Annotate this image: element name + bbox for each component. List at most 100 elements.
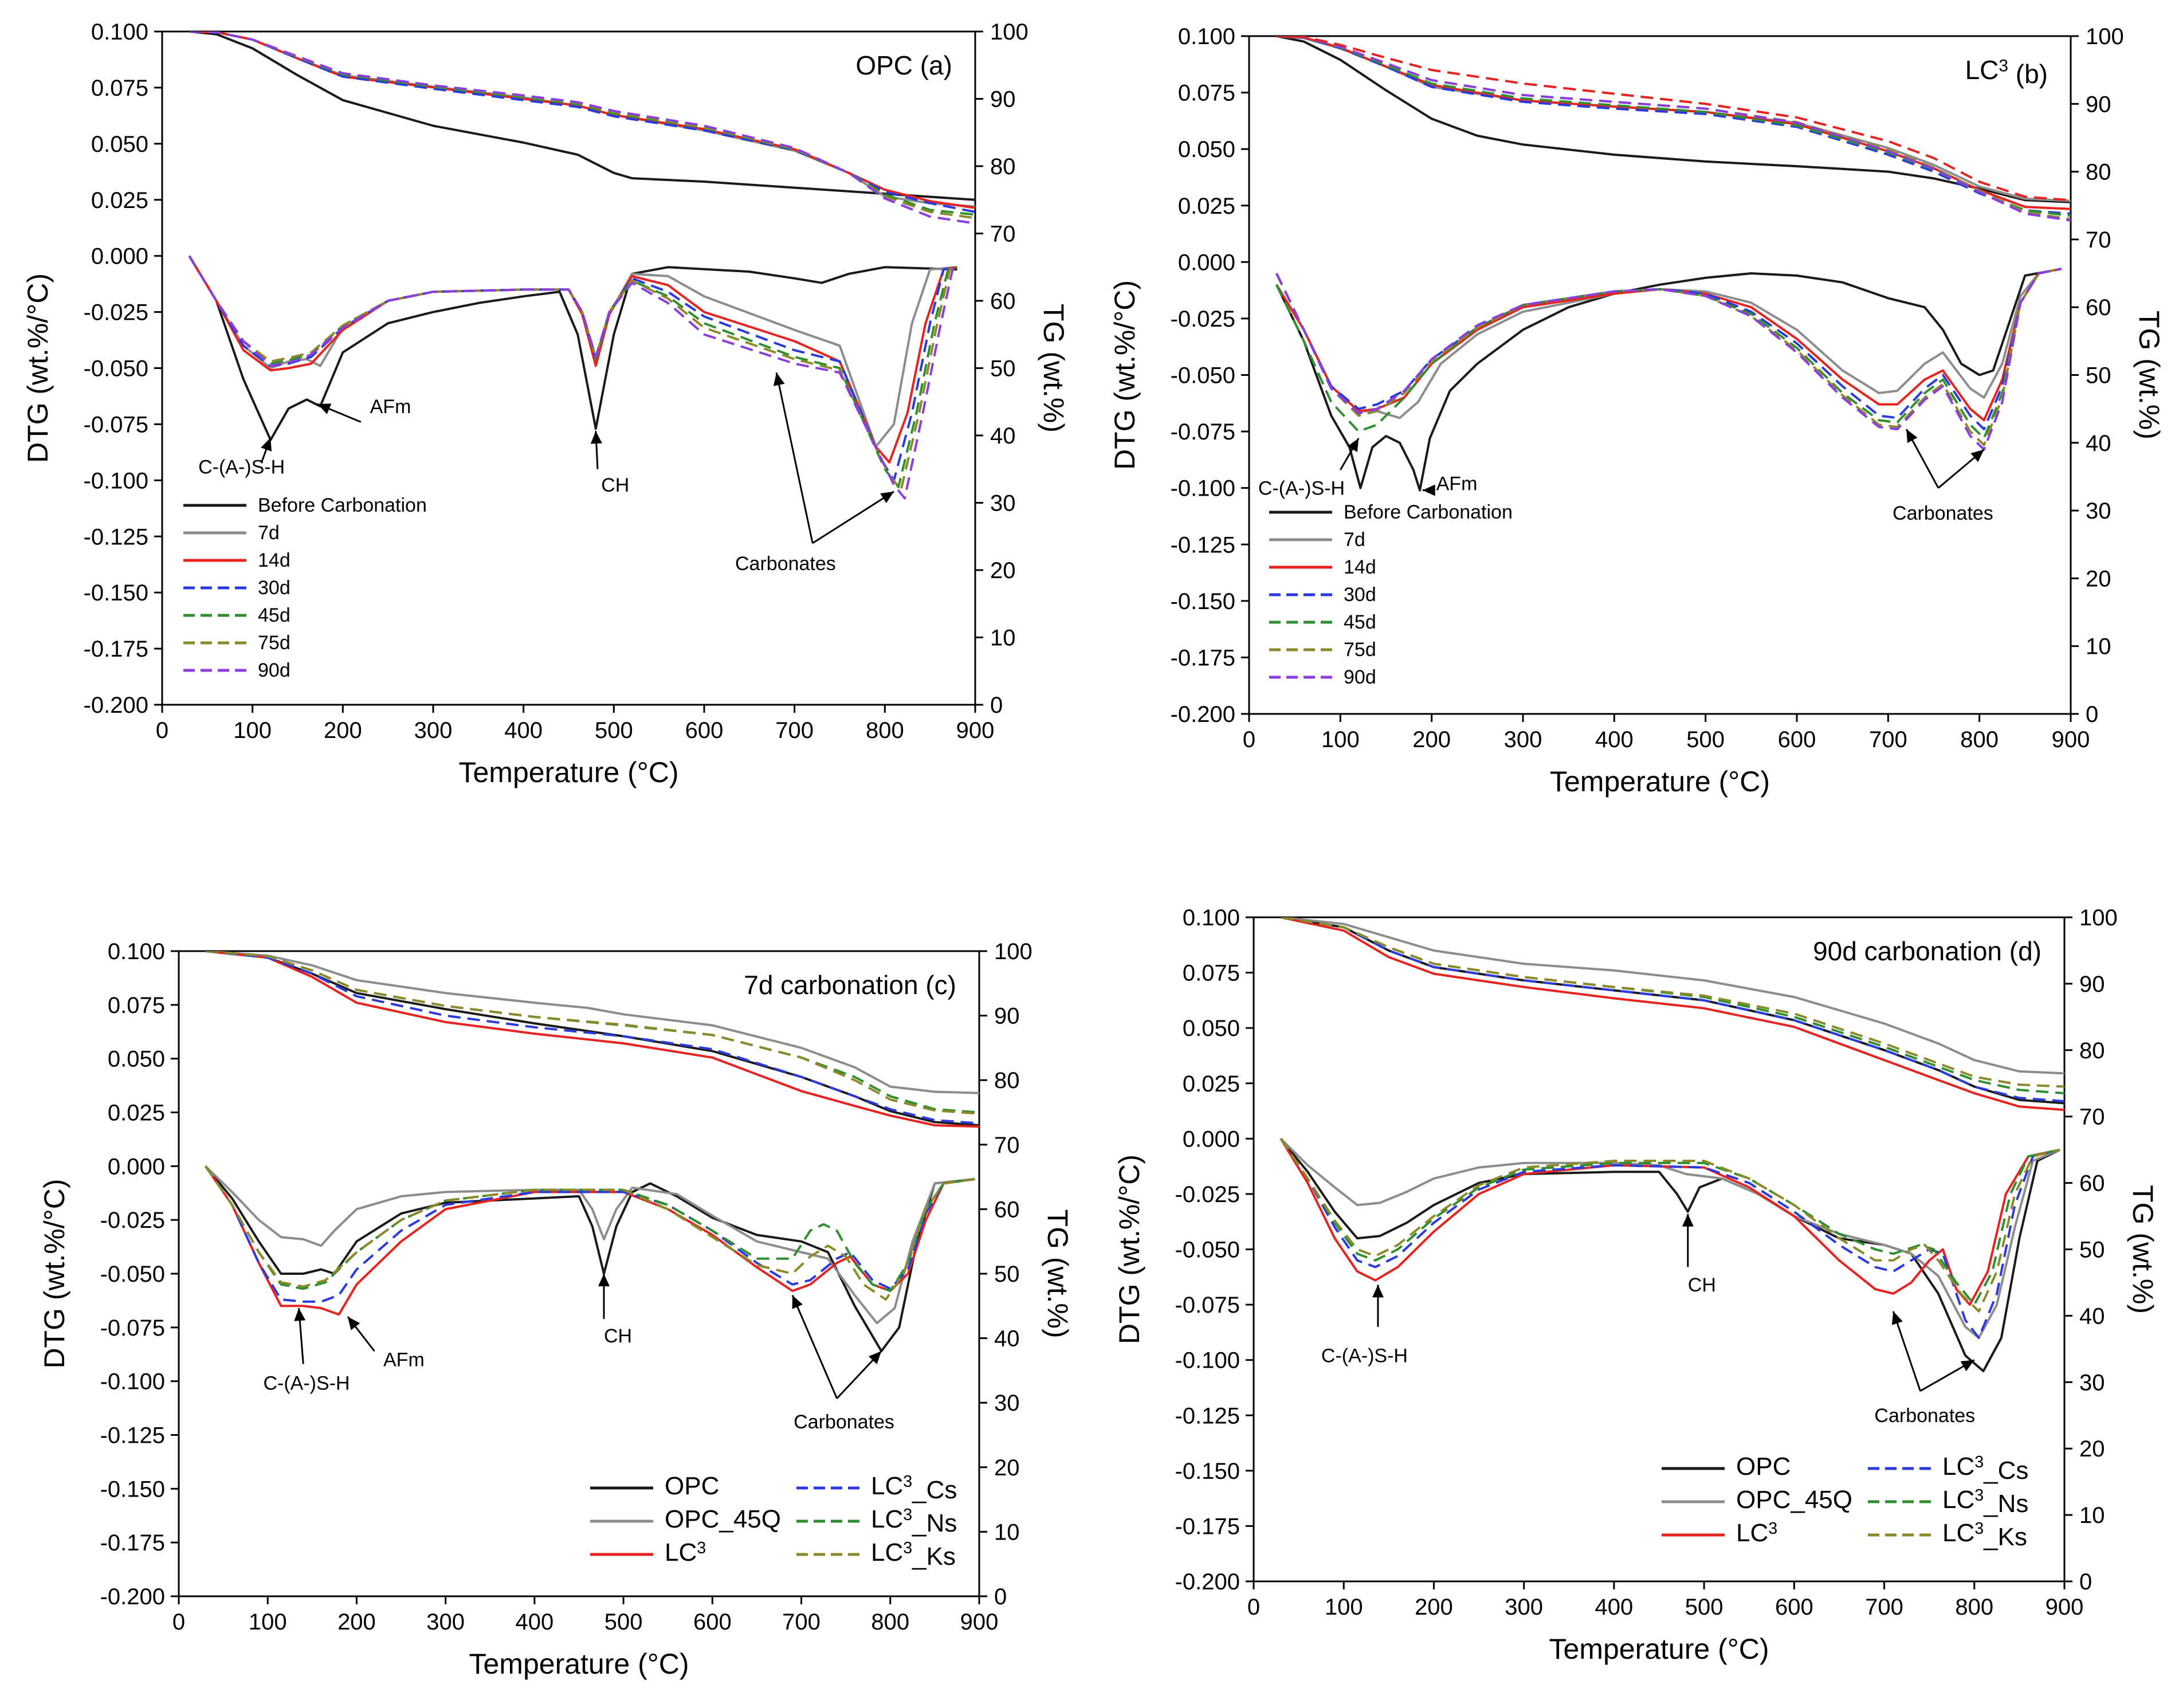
legend-label-part: LC <box>1942 1519 1974 1547</box>
y2-tick-label: 30 <box>990 491 1016 516</box>
y-tick-label: 0.050 <box>1183 1016 1240 1041</box>
x-tick-label: 300 <box>426 1609 465 1635</box>
arrow-head <box>1906 429 1918 443</box>
y-axis-label: DTG (wt.%/°C) <box>1113 1155 1145 1344</box>
y2-tick-label: 40 <box>2079 1303 2105 1329</box>
y-tick-label: -0.025 <box>84 300 148 325</box>
y2-tick-label: 50 <box>994 1262 1020 1287</box>
x-tick-label: 700 <box>775 718 814 743</box>
y2-tick-label: 30 <box>2079 1370 2105 1395</box>
dtg-series-lc3-ks <box>1279 1138 2060 1313</box>
x-tick-label: 900 <box>956 718 995 743</box>
legend-label-part: 30d <box>1344 584 1376 606</box>
dtg-series-lc3 <box>1279 1138 2060 1306</box>
tg-series-lc3 <box>1280 917 2064 1112</box>
y2-tick-label: 60 <box>994 1197 1020 1222</box>
dtg-series-before-carbonation <box>1275 268 2062 492</box>
y-axis-label: DTG (wt.%/°C) <box>38 1179 70 1368</box>
tg-series-45d <box>1276 36 2071 217</box>
y2-tick-label: 70 <box>2079 1105 2105 1130</box>
y-tick-label: -0.075 <box>84 412 148 437</box>
x-tick-label: 700 <box>1865 1595 1903 1620</box>
dtg-series-opc-45q <box>1279 1137 2060 1339</box>
annotation-label: Carbonates <box>735 553 836 575</box>
dtg-series-7d <box>1275 268 2062 419</box>
y-tick-label: -0.125 <box>1175 1403 1240 1428</box>
legend-label-part: _Ks <box>912 1542 956 1570</box>
panel-title-part: 3 <box>1999 57 2008 76</box>
legend-label: OPC <box>1736 1452 1791 1481</box>
legend-label-part: 45d <box>258 604 290 626</box>
y2-tick-label: 60 <box>990 289 1016 314</box>
y2-tick-label: 30 <box>994 1391 1020 1416</box>
legend-label-part: OPC <box>665 1472 719 1500</box>
legend-label-part: _Ns <box>1983 1490 2028 1518</box>
y2-tick-label: 30 <box>2086 498 2111 524</box>
x-tick-label: 700 <box>782 1609 820 1635</box>
x-tick-label: 500 <box>1685 1595 1723 1620</box>
legend-label: 7d <box>258 522 280 544</box>
y-tick-label: -0.175 <box>100 1530 165 1556</box>
panel-title-part: 7d carbonation (c) <box>744 970 956 1000</box>
x-axis-label: Temperature (°C) <box>469 1648 689 1680</box>
arrow-head <box>347 1317 360 1330</box>
legend-label: 90d <box>258 659 290 681</box>
dtg-series-14d <box>188 255 957 464</box>
legend-label-part: OPC_45Q <box>1736 1486 1852 1514</box>
dtg-series-45d <box>1275 268 2062 439</box>
x-axis-label: Temperature (°C) <box>459 756 679 788</box>
annotation-arrow <box>1892 1311 1921 1392</box>
y2-axis-label: TG (wt.%) <box>2127 1185 2159 1314</box>
y-tick-label: 0.000 <box>1183 1126 1240 1152</box>
arrow-head <box>1891 1311 1903 1325</box>
tg-series-opc-45q <box>205 951 979 1094</box>
y-tick-label: -0.025 <box>100 1208 165 1233</box>
x-tick-label: 600 <box>1775 1595 1813 1620</box>
y-tick-label: -0.025 <box>1175 1182 1240 1207</box>
panel-title-part: 90d carbonation (d) <box>1813 936 2041 966</box>
x-tick-label: 900 <box>2046 1595 2084 1620</box>
x-tick-label: 0 <box>172 1609 185 1635</box>
y-tick-label: -0.150 <box>84 580 148 606</box>
y2-tick-label: 70 <box>990 222 1016 247</box>
y-axis-label: DTG (wt.%/°C) <box>22 273 54 463</box>
arrow-head <box>1682 1214 1694 1227</box>
y2-tick-label: 60 <box>2079 1171 2105 1196</box>
x-tick-label: 100 <box>249 1609 287 1635</box>
tg-series-lc3-ns <box>1280 917 2064 1095</box>
y-tick-label: 0.050 <box>108 1047 165 1072</box>
arrow-head <box>590 431 602 444</box>
tg-series-lc3-ks <box>205 951 979 1115</box>
panel-title: 7d carbonation (c) <box>744 970 956 1000</box>
panel-1: 0 100 200 300 400 500 600 700 800 9000.1000.0750.… <box>22 19 1070 788</box>
legend-label-part: _Ns <box>912 1509 957 1537</box>
dtg-series-lc3-ns <box>204 1165 975 1292</box>
legend-label: 30d <box>258 577 290 599</box>
dtg-series-90d <box>1275 268 2062 451</box>
panel-2: 0 100 200 300 400 500 600 700 800 9000.1000.0750.… <box>1109 24 2165 798</box>
dtg-series-before-carbonation <box>188 255 957 441</box>
y-tick-label: -0.150 <box>1171 589 1235 614</box>
y-tick-label: -0.175 <box>1175 1514 1240 1539</box>
dtg-series-opc <box>205 1165 975 1353</box>
arrow-head <box>792 1295 803 1309</box>
arrow-head <box>1372 1285 1384 1298</box>
y-tick-label: -0.125 <box>100 1423 165 1448</box>
y2-tick-label: 0 <box>2086 702 2098 727</box>
legend-label: LC3_Ks <box>871 1538 956 1570</box>
y2-tick-label: 10 <box>994 1519 1020 1545</box>
y-tick-label: 0.100 <box>1183 905 1240 930</box>
annotation-label: C-(A-)S-H <box>1321 1345 1408 1367</box>
y-tick-label: 0.025 <box>1183 1071 1240 1097</box>
y-tick-label: -0.150 <box>1175 1459 1240 1484</box>
y2-tick-label: 80 <box>2086 160 2111 185</box>
y-tick-label: -0.050 <box>1175 1238 1240 1263</box>
legend-label-part: _Ks <box>1983 1523 2027 1551</box>
x-axis-label: Temperature (°C) <box>1549 1633 1769 1665</box>
y-tick-label: -0.075 <box>1175 1293 1240 1318</box>
x-tick-label: 300 <box>1505 1595 1543 1620</box>
x-tick-label: 500 <box>595 718 633 743</box>
legend-label-part: 3 <box>903 1506 912 1524</box>
legend-label: LC3_Cs <box>871 1472 957 1504</box>
legend-label-part: LC <box>871 1472 903 1500</box>
